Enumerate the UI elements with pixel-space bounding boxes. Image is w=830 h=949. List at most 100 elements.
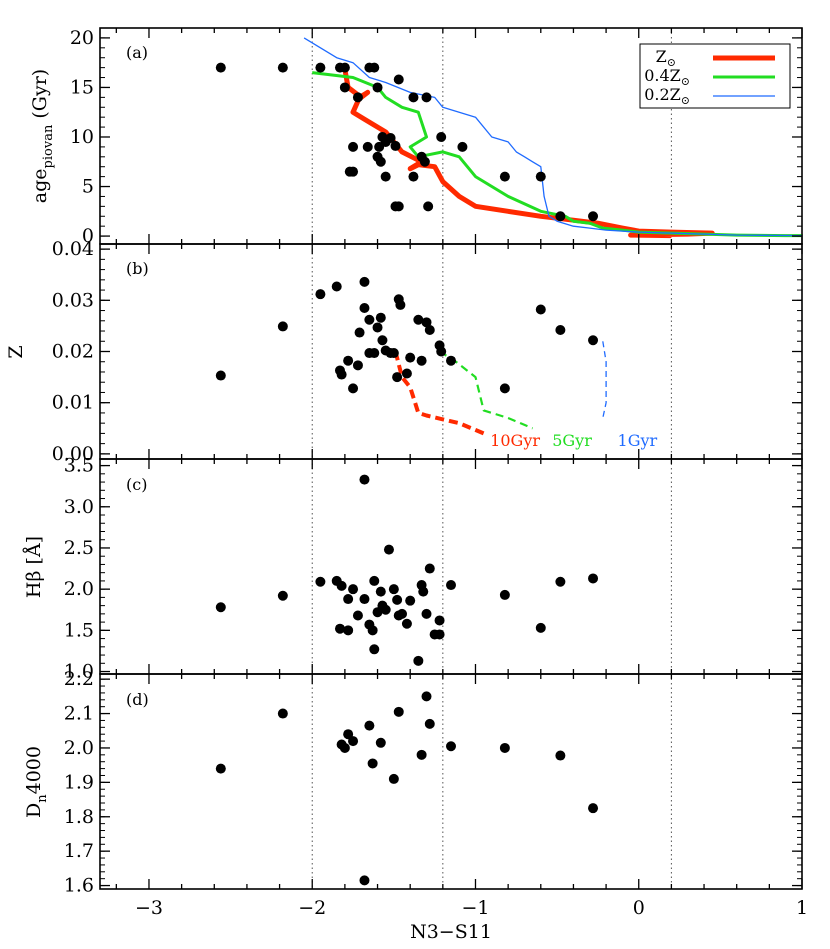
panel-a-ylabel: agepiovan (Gyr)	[29, 69, 56, 203]
panel-a-data-point	[390, 140, 401, 151]
panel-b-frame	[99, 243, 803, 460]
panel-c-data-point	[434, 615, 445, 626]
panel-c-data-point	[434, 629, 445, 640]
panel-b-label: (b)	[126, 259, 149, 278]
panel-a-data-point	[555, 211, 566, 222]
panel-c-ytick-label: 3.0	[64, 496, 94, 518]
panel-b: 10Gyr 5Gyr 1Gyr 0.00 0.01 0.02 0.03 0.04 (b) Z	[5, 238, 803, 465]
panel-b-data-point	[372, 322, 383, 333]
panel-c-data-point	[388, 584, 399, 595]
panel-b-data-point	[388, 348, 399, 359]
panel-c-data-point	[352, 610, 363, 621]
panel-b-annotation-2: 5Gyr	[552, 431, 592, 450]
panel-d-data-point	[555, 750, 566, 761]
panel-b-data-point	[413, 314, 424, 325]
panel-b-data-point	[401, 368, 412, 379]
panel-a-data-point	[457, 141, 468, 152]
panel-a-data-point	[352, 92, 363, 103]
panel-c-data-point	[413, 655, 424, 666]
panel-a: 0 5 10 15 20 (a) agepiovan (Gyr) Z⊙ 0.4Z⊙ 0.…	[29, 27, 803, 247]
panel-d: 1.6 1.7 1.8 1.9 2.0 2.1 2.2 (d) Dn4000	[23, 668, 803, 897]
panel-b-data-point	[359, 276, 370, 287]
x-tick-label: −1	[461, 897, 489, 919]
panel-d-ytick-label: 1.8	[64, 806, 94, 828]
panel-b-data-point	[436, 346, 447, 357]
panel-d-data-point	[446, 741, 456, 752]
panel-d-ytick-label: 2.1	[64, 703, 94, 725]
panel-b-points	[215, 276, 599, 394]
panel-b-data-point	[392, 372, 403, 383]
panel-c-data-point	[392, 594, 403, 605]
panel-c-data-point	[367, 625, 378, 636]
legend-entry-3-label: 0.2Z⊙	[644, 85, 690, 107]
panel-a-data-point	[535, 171, 546, 182]
panel-c-data-point	[424, 563, 435, 574]
panel-d-ytick-label: 1.9	[64, 771, 94, 793]
panel-b-data-point	[446, 355, 456, 366]
panel-c-frame	[99, 458, 803, 675]
panel-a-yticks: 0 5 10 15 20	[70, 27, 802, 247]
panel-b-data-point	[369, 348, 380, 359]
panel-a-curves	[303, 37, 803, 239]
panel-d-data-point	[421, 691, 432, 702]
panel-a-ytick-label: 15	[70, 76, 94, 98]
legend-entry-2-label: 0.4Z⊙	[644, 66, 690, 88]
panel-d-data-point	[359, 875, 370, 886]
panel-b-data-point	[535, 304, 546, 315]
panel-c-data-point	[343, 625, 354, 636]
panel-c-data-point	[418, 586, 429, 597]
panel-a-data-point	[369, 62, 380, 73]
panel-b-curve-3	[602, 341, 607, 419]
panel-d-data-point	[339, 742, 350, 753]
panel-c-data-point	[334, 623, 345, 634]
panel-a-label: (a)	[126, 43, 148, 62]
panel-b-ytick-label: 0.04	[52, 238, 94, 260]
panel-c-xticks	[115, 459, 803, 674]
x-axis-ticklabels: −3 −2 −1 0 1	[135, 897, 808, 919]
panel-d-data-point	[364, 720, 375, 731]
panel-d-data-point	[215, 763, 226, 774]
panel-a-ytick-label: 20	[70, 27, 94, 49]
panel-b-xticks	[115, 244, 803, 459]
legend-entry-1-label: Z⊙	[656, 47, 676, 69]
panel-c-data-point	[499, 589, 510, 600]
panel-c-data-point	[535, 622, 546, 633]
panel-c-data-point	[343, 594, 354, 605]
panel-c-vlines	[311, 459, 672, 674]
panel-d-data-point	[277, 708, 288, 719]
panel-a-data-point	[393, 74, 404, 85]
panel-a-data-point	[421, 92, 432, 103]
panel-d-data-point	[367, 758, 378, 769]
panel-b-ytick-label: 0.03	[52, 289, 94, 311]
panel-a-data-point	[408, 92, 419, 103]
panel-b-curve-1	[393, 351, 485, 436]
panel-b-data-point	[555, 325, 566, 335]
panel-c-data-point	[315, 576, 326, 587]
panel-b-ylabel: Z	[5, 345, 27, 358]
panel-b-data-point	[375, 312, 386, 323]
panel-a-data-point	[362, 141, 373, 152]
panel-c-points	[215, 474, 599, 666]
panel-a-data-point	[499, 171, 510, 182]
panel-a-data-point	[277, 62, 288, 73]
panel-a-data-point	[375, 156, 386, 167]
panel-c-data-point	[446, 580, 456, 591]
panel-b-data-point	[395, 299, 406, 310]
panel-b-data-point	[315, 289, 326, 300]
panel-a-ytick-label: 10	[70, 126, 94, 148]
panel-c-ytick-label: 3.5	[64, 455, 94, 477]
panel-c-data-point	[369, 575, 380, 586]
panel-c: 1.0 1.5 2.0 2.5 3.0 3.5 (c) Hβ [Å]	[23, 455, 803, 683]
panel-b-data-point	[331, 281, 342, 292]
panel-a-points	[215, 62, 599, 222]
panel-b-annotation-1: 10Gyr	[490, 431, 540, 450]
panel-c-data-point	[277, 590, 288, 601]
panel-a-data-point	[416, 151, 427, 162]
panel-c-data-point	[405, 595, 416, 606]
panel-b-data-point	[364, 314, 375, 325]
panel-c-data-point	[348, 584, 359, 595]
panel-d-data-point	[375, 737, 386, 748]
panel-d-label: (d)	[126, 690, 149, 709]
panel-b-data-point	[215, 370, 226, 381]
panel-a-data-point	[393, 201, 404, 212]
